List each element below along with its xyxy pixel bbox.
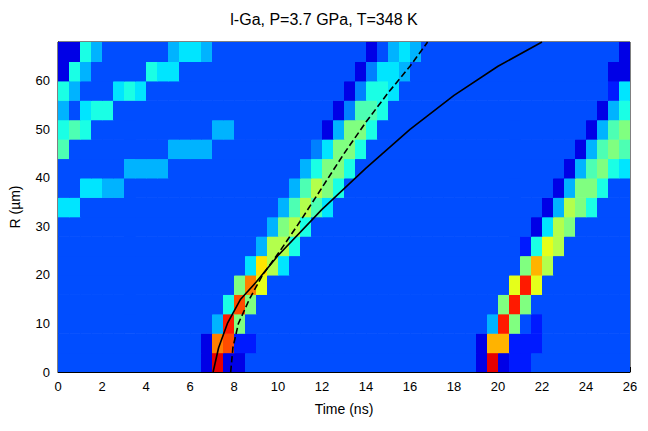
svg-text:26: 26 (623, 379, 637, 394)
svg-text:24: 24 (579, 379, 593, 394)
svg-text:0: 0 (43, 365, 50, 380)
svg-text:R (µm): R (µm) (7, 185, 23, 228)
svg-text:22: 22 (535, 379, 549, 394)
svg-text:Time (ns): Time (ns) (315, 401, 374, 417)
svg-text:4: 4 (142, 379, 149, 394)
svg-text:50: 50 (36, 122, 50, 137)
svg-text:10: 10 (271, 379, 285, 394)
svg-text:30: 30 (36, 219, 50, 234)
svg-text:20: 20 (36, 267, 50, 282)
svg-text:14: 14 (359, 379, 373, 394)
svg-text:2: 2 (98, 379, 105, 394)
svg-text:18: 18 (447, 379, 461, 394)
svg-text:6: 6 (186, 379, 193, 394)
svg-text:40: 40 (36, 170, 50, 185)
svg-text:l-Ga, P=3.7 GPa, T=348 K: l-Ga, P=3.7 GPa, T=348 K (230, 11, 418, 28)
svg-text:8: 8 (230, 379, 237, 394)
svg-text:60: 60 (36, 73, 50, 88)
svg-text:16: 16 (403, 379, 417, 394)
svg-text:10: 10 (36, 316, 50, 331)
svg-text:0: 0 (54, 379, 61, 394)
svg-text:12: 12 (315, 379, 329, 394)
svg-text:20: 20 (491, 379, 505, 394)
